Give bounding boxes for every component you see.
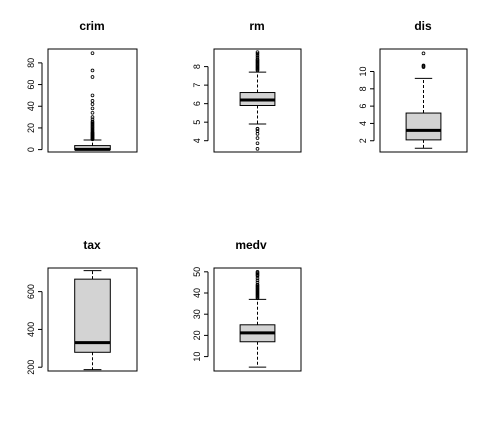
y-tick-label: 4 [192, 138, 202, 143]
panel-title: dis [414, 19, 432, 33]
boxplot-medv: 10 20 30 40 50 [192, 267, 302, 372]
outlier-point [90, 119, 95, 124]
y-tick-label: 600 [26, 284, 36, 299]
y-tick-label: 4 [358, 121, 368, 126]
outlier-point [90, 68, 95, 73]
y-tick-label: 2 [358, 138, 368, 143]
outlier-point [255, 53, 260, 58]
outlier-point [255, 270, 260, 274]
outlier-point [255, 57, 260, 61]
plot-frame [47, 48, 138, 153]
panel-title: medv [235, 238, 267, 252]
panel-title: tax [83, 238, 101, 252]
y-tick-label: 5 [192, 120, 202, 125]
boxplot-crim: 0 20 40 60 80 [26, 48, 138, 153]
outlier-point [90, 117, 95, 122]
outlier-point [255, 141, 260, 146]
y-tick-label: 30 [192, 309, 202, 319]
y-tick-label: 20 [192, 330, 202, 340]
outlier-point [255, 51, 260, 56]
panel-rm: rm [249, 19, 264, 33]
panel-crim: crim [79, 19, 104, 33]
panel-dis: dis [414, 19, 432, 33]
plot-frame [213, 48, 302, 153]
outlier-point [255, 147, 260, 151]
outlier-point [255, 282, 260, 287]
y-tick-label: 200 [26, 360, 36, 375]
panel-medv: medv [235, 238, 267, 252]
y-tick-label: 50 [192, 267, 202, 277]
panel-title: rm [249, 19, 264, 33]
plot-frame [213, 267, 302, 372]
y-tick-label: 20 [26, 123, 36, 133]
y-tick-label: 6 [192, 101, 202, 106]
y-tick-label: 80 [26, 58, 36, 68]
boxplot-rm: 4 5 6 7 8 [192, 48, 302, 153]
y-tick-label: 40 [26, 101, 36, 111]
plot-frame [379, 48, 468, 153]
boxplot-dis: 2 4 6 8 10 [358, 48, 468, 153]
outlier-point [255, 50, 260, 54]
outlier-point [421, 63, 426, 68]
outlier-point [255, 55, 260, 60]
outlier-point [421, 51, 426, 56]
iqr-box [405, 112, 442, 141]
outlier-point [90, 106, 95, 111]
outlier-point [255, 126, 260, 131]
outlier-point [90, 75, 95, 79]
outlier-point [255, 280, 260, 285]
outlier-point [90, 99, 95, 103]
y-tick-label: 8 [192, 64, 202, 69]
outlier-point [90, 102, 95, 106]
outlier-point [90, 115, 95, 119]
plot-frame [47, 267, 138, 372]
y-tick-label: 10 [358, 66, 368, 76]
outlier-point [90, 93, 95, 98]
y-tick-label: 8 [358, 86, 368, 91]
y-tick-label: 0 [26, 147, 36, 152]
outlier-point [255, 136, 260, 140]
y-tick-label: 6 [358, 104, 368, 109]
outlier-point [90, 51, 95, 55]
panel-tax: tax [83, 238, 101, 252]
outlier-point [255, 278, 260, 283]
y-tick-label: 400 [26, 322, 36, 337]
boxplot-tax: 200 400 600 [26, 267, 138, 375]
outlier-point [90, 110, 95, 115]
iqr-box [74, 278, 111, 353]
y-tick-label: 40 [192, 288, 202, 298]
y-tick-label: 60 [26, 80, 36, 90]
y-tick-label: 10 [192, 352, 202, 362]
panel-title: crim [79, 19, 104, 33]
y-tick-label: 7 [192, 83, 202, 88]
